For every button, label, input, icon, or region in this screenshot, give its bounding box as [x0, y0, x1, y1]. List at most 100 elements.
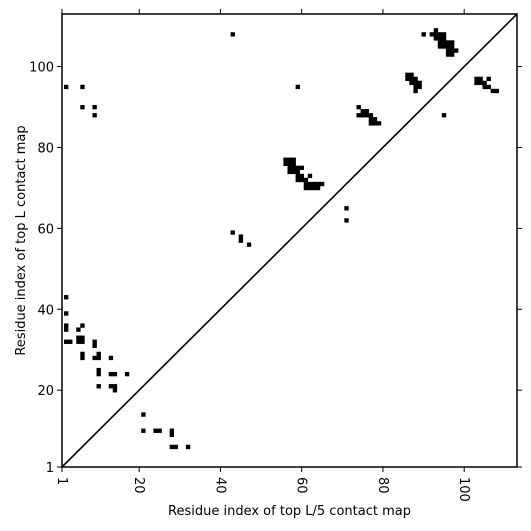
x-tick-label: 60	[294, 477, 309, 494]
contact-mark-upper	[417, 80, 422, 86]
contact-mark-lower	[80, 335, 85, 340]
contact-mark-upper	[238, 234, 244, 239]
contact-mark-upper	[409, 72, 414, 77]
contact-mark-lower	[108, 355, 114, 361]
contact-mark-upper	[441, 44, 447, 49]
contact-mark-upper	[413, 80, 418, 86]
contact-mark-lower	[64, 311, 69, 316]
contact-mark-upper	[291, 165, 296, 171]
contact-mark-lower	[96, 351, 101, 357]
contact-mark-upper	[478, 80, 483, 86]
x-tick-label: 40	[212, 477, 227, 494]
contact-mark-upper	[449, 48, 455, 53]
x-axis-ticks: 1 20 40 60 80 100	[54, 9, 471, 502]
contact-mark-lower	[112, 388, 118, 393]
contact-mark-upper	[437, 40, 443, 45]
y-tick-label: 40	[37, 303, 54, 318]
contact-mark-lower	[169, 444, 175, 450]
contact-mark-upper	[417, 84, 422, 90]
contact-mark-upper	[92, 113, 97, 118]
contact-mark-lower	[64, 327, 69, 332]
contact-mark-upper	[441, 36, 447, 41]
contact-mark-upper	[449, 52, 455, 57]
contact-mark-upper	[344, 218, 349, 223]
contact-mark-upper	[315, 181, 321, 187]
contact-mark-lower	[96, 355, 101, 361]
contact-mark-lower	[124, 371, 130, 377]
diagonal-line	[61, 13, 518, 468]
contact-mark-lower	[76, 327, 81, 332]
x-axis-label: Residue index of top L/5 contact map	[168, 504, 411, 519]
contact-mark-upper	[283, 161, 288, 166]
contact-mark-upper	[449, 44, 455, 49]
x-tick-label: 1	[54, 477, 69, 485]
contact-mark-upper	[299, 177, 305, 183]
contact-mark-upper	[368, 113, 374, 118]
contact-mark-upper	[441, 32, 447, 37]
contact-mark-upper	[405, 76, 410, 82]
contact-mark-upper	[486, 76, 491, 82]
contact-mark-lower	[92, 343, 97, 348]
y-axis-ticks: 1 20 40 60 80 100	[29, 61, 522, 476]
contact-mark-upper	[445, 44, 451, 49]
y-tick-label: 80	[37, 141, 54, 156]
contact-mark-upper	[295, 173, 300, 179]
contact-mark-upper	[421, 32, 426, 37]
contact-mark-lower	[76, 339, 81, 344]
plot-frame	[61, 13, 518, 468]
contact-mark-lower	[169, 428, 175, 433]
contact-mark-upper	[287, 157, 292, 162]
y-axis-label: Residue index of top L contact map	[14, 125, 29, 355]
contact-mark-lower	[64, 295, 69, 300]
contact-mark-lower	[80, 339, 85, 344]
contact-mark-upper	[299, 165, 305, 171]
contact-mark-upper	[437, 32, 443, 37]
contact-mark-lower	[68, 339, 73, 344]
contact-mark-upper	[291, 169, 296, 175]
contact-mark-upper	[364, 113, 370, 118]
contact-mark-lower	[64, 339, 69, 344]
contact-mark-upper	[482, 84, 487, 90]
contact-mark-upper	[283, 157, 288, 162]
contact-mark-upper	[356, 105, 361, 110]
contact-mark-lower	[185, 444, 191, 450]
contact-mark-upper	[372, 117, 378, 122]
contact-mark-upper	[449, 40, 455, 45]
contact-mark-upper	[295, 165, 300, 171]
contact-mark-upper	[80, 84, 85, 90]
contact-mark-upper	[441, 113, 447, 118]
contact-mark-lower	[80, 351, 85, 357]
contact-mark-upper	[433, 36, 439, 41]
contact-mark-lower	[108, 384, 114, 389]
contact-mark-upper	[356, 113, 361, 118]
contact-marks	[64, 28, 500, 450]
contact-mark-upper	[372, 121, 378, 126]
contact-mark-lower	[92, 339, 97, 344]
contact-mark-upper	[303, 177, 309, 183]
x-tick-label: 100	[456, 477, 471, 502]
contact-mark-lower	[173, 444, 179, 450]
contact-mark-upper	[303, 181, 309, 187]
contact-mark-lower	[141, 412, 146, 417]
contact-mark-upper	[433, 32, 439, 37]
contact-mark-upper	[295, 169, 300, 175]
contact-mark-upper	[360, 109, 365, 114]
contact-mark-upper	[80, 105, 85, 110]
contact-mark-upper	[307, 181, 313, 187]
contact-mark-upper	[486, 84, 491, 90]
y-tick-label: 20	[37, 384, 54, 399]
contact-mark-lower	[76, 335, 81, 340]
contact-mark-upper	[437, 44, 443, 49]
contact-mark-upper	[405, 72, 410, 77]
contact-mark-lower	[108, 371, 114, 377]
contact-mark-lower	[169, 432, 175, 437]
contact-mark-upper	[230, 230, 235, 235]
contact-mark-upper	[445, 48, 451, 53]
contact-mark-upper	[291, 161, 296, 166]
contact-mark-lower	[80, 323, 85, 328]
contact-mark-upper	[364, 109, 370, 114]
contact-mark-upper	[287, 161, 292, 166]
contact-mark-upper	[92, 105, 97, 110]
contact-mark-upper	[478, 76, 483, 82]
contact-mark-lower	[153, 428, 158, 433]
